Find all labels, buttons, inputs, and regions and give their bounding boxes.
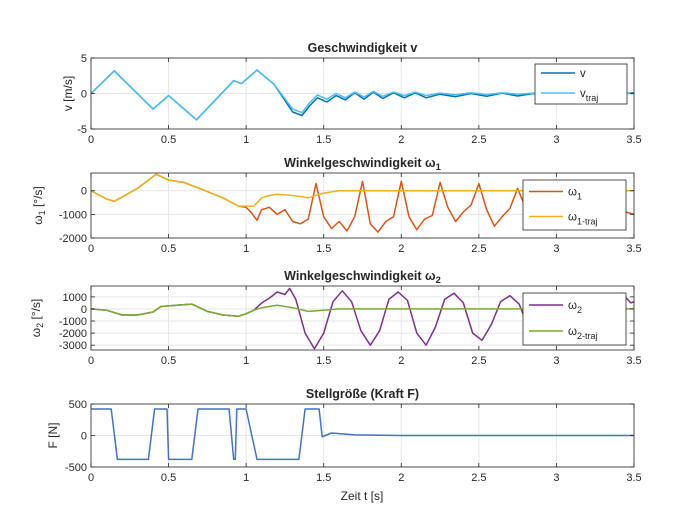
legend-box bbox=[522, 292, 627, 346]
y-tick-label: 5 bbox=[81, 53, 87, 65]
y-tick-label: 0 bbox=[81, 304, 87, 316]
series-group bbox=[91, 69, 634, 121]
x-tick-label: 1.5 bbox=[316, 243, 331, 255]
x-tick-label: 0 bbox=[88, 472, 94, 484]
y-tick-label: 0 bbox=[81, 89, 87, 101]
y-axis-label: F [N] bbox=[46, 423, 60, 449]
x-tick-label: 1 bbox=[243, 134, 249, 146]
x-tick-label: 0.5 bbox=[161, 243, 176, 255]
axes-box bbox=[90, 172, 635, 239]
x-tick-label: 0 bbox=[88, 134, 94, 146]
subplot-2: 0 0.5 1 1.5 2 2.5 3 3.5 -2000 -1000 0 Winkelgeschwi… bbox=[31, 156, 642, 255]
legend-label: ω2-traj bbox=[568, 326, 598, 341]
legend-label: ω1 bbox=[568, 187, 582, 202]
x-tick-label: 0.5 bbox=[161, 134, 176, 146]
x-tick-label: 1 bbox=[243, 472, 249, 484]
x-tick-label: 2 bbox=[398, 472, 404, 484]
axes-box bbox=[90, 285, 635, 351]
y-tick-label: 500 bbox=[69, 399, 87, 411]
x-tick-label: 2.5 bbox=[471, 472, 486, 484]
y-tick-label: 0 bbox=[81, 186, 87, 198]
x-tick-label: 2.5 bbox=[471, 243, 486, 255]
y-tick-label: -1000 bbox=[59, 209, 87, 221]
x-tick-label: 1.5 bbox=[316, 355, 331, 367]
y-tick-label: -5 bbox=[77, 124, 87, 136]
legend-box bbox=[522, 179, 627, 231]
legend: ω1 ω1-traj bbox=[522, 179, 627, 231]
x-tick-label: 3.5 bbox=[626, 355, 641, 367]
series-group bbox=[91, 408, 634, 461]
series-line-2 bbox=[91, 303, 634, 317]
series-line-2 bbox=[91, 173, 634, 207]
x-tick-label: 3.5 bbox=[626, 134, 641, 146]
figure-x-axis-label: Zeit t [s] bbox=[341, 489, 384, 503]
x-tick-label: 0.5 bbox=[161, 355, 176, 367]
x-tick-label: 2 bbox=[398, 134, 404, 146]
x-tick-label: 0 bbox=[88, 355, 94, 367]
x-tick-label: 0 bbox=[88, 243, 94, 255]
x-tick-label: 1.5 bbox=[316, 134, 331, 146]
y-axis-label: ω1 [°/s] bbox=[31, 186, 47, 225]
x-tick-label: 2.5 bbox=[471, 134, 486, 146]
x-tick-label: 0.5 bbox=[161, 472, 176, 484]
x-tick-label: 3 bbox=[553, 355, 559, 367]
y-tick-label: -1000 bbox=[59, 316, 87, 328]
x-tick-label: 3.5 bbox=[626, 472, 641, 484]
x-tick-label: 1 bbox=[243, 355, 249, 367]
y-tick-label: 1000 bbox=[63, 292, 87, 304]
series-line-2 bbox=[91, 69, 634, 121]
legend: ω2 ω2-traj bbox=[522, 292, 627, 346]
subplot-title: Winkelgeschwindigkeit ω2 bbox=[284, 269, 441, 285]
legend: v vtraj bbox=[534, 63, 628, 105]
x-tick-label: 3 bbox=[553, 134, 559, 146]
x-tick-label: 2.5 bbox=[471, 355, 486, 367]
x-tick-label: 2 bbox=[398, 243, 404, 255]
x-tick-label: 3 bbox=[553, 472, 559, 484]
y-tick-label: -500 bbox=[65, 462, 87, 474]
x-tick-label: 1.5 bbox=[316, 472, 331, 484]
subplot-title: Stellgröße (Kraft F) bbox=[306, 387, 419, 401]
legend-label: ω2 bbox=[568, 300, 582, 315]
subplot-3: 0 0.5 1 1.5 2 2.5 3 3.5-3000-2000-100001000Wink… bbox=[29, 269, 642, 367]
subplot-title: Winkelgeschwindigkeit ω1 bbox=[284, 156, 441, 172]
subplot-title: Geschwindigkeit v bbox=[308, 41, 418, 55]
legend-label: ω1-traj bbox=[568, 212, 598, 227]
legend-label: vtraj bbox=[580, 88, 598, 103]
y-tick-label: -2000 bbox=[59, 233, 87, 245]
x-tick-label: 2 bbox=[398, 355, 404, 367]
y-axis-label: ω2 [°/s] bbox=[29, 299, 45, 338]
x-tick-label: 1 bbox=[243, 243, 249, 255]
legend-label: v bbox=[580, 68, 586, 80]
y-axis-label: v [m/s] bbox=[61, 76, 75, 111]
y-tick-label: -2000 bbox=[59, 328, 87, 340]
legend-box bbox=[534, 63, 628, 105]
series-line-1 bbox=[91, 408, 634, 461]
y-tick-label: 0 bbox=[81, 431, 87, 443]
y-tick-label: -3000 bbox=[59, 340, 87, 352]
x-tick-label: 3.5 bbox=[626, 243, 641, 255]
x-tick-label: 3 bbox=[553, 243, 559, 255]
